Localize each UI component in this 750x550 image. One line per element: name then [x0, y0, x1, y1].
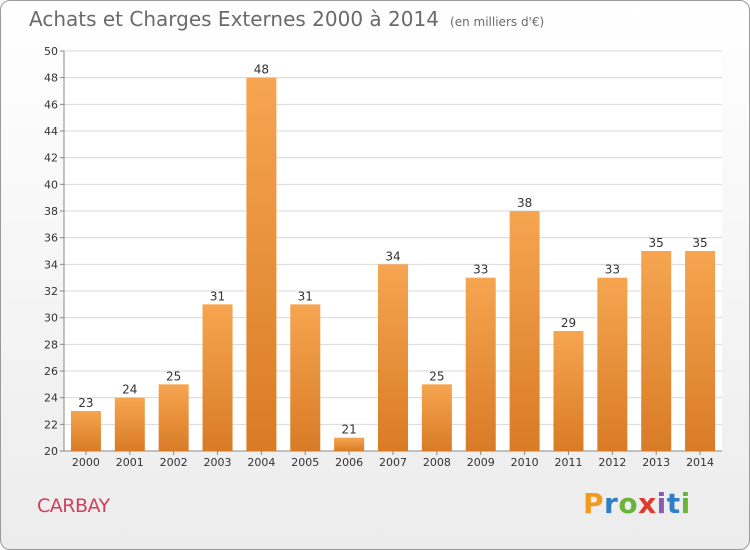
logo-letter: x: [638, 487, 657, 520]
x-tick-label-2014: 2014: [686, 456, 714, 469]
value-label-2014: 35: [692, 236, 707, 250]
y-tick-label: 48: [44, 72, 58, 85]
bar-2005: [290, 304, 321, 451]
y-tick-label: 26: [44, 365, 58, 378]
y-tick-label: 36: [44, 232, 58, 245]
y-tick-label: 20: [44, 445, 58, 458]
y-tick-label: 22: [44, 418, 58, 431]
y-tick-label: 38: [44, 205, 58, 218]
logo-letter: P: [583, 487, 605, 520]
logo-letter: i: [680, 487, 691, 520]
commune-name: CARBAY: [37, 495, 110, 517]
chart-unit: (en milliers d'€): [450, 15, 545, 29]
y-tick-label: 50: [44, 45, 58, 58]
value-label-2012: 33: [605, 263, 620, 277]
y-tick-label: 42: [44, 152, 58, 165]
bar-2003: [202, 304, 233, 451]
bar-2002: [158, 384, 189, 451]
y-tick-label: 44: [44, 125, 58, 138]
y-tick-label: 34: [44, 258, 58, 271]
value-label-2011: 29: [561, 316, 576, 330]
bar-2000: [70, 411, 101, 451]
y-tick-label: 46: [44, 98, 58, 111]
x-tick-label-2004: 2004: [247, 456, 275, 469]
bar-2010: [509, 211, 540, 451]
y-tick-label: 30: [44, 312, 58, 325]
logo-letter: r: [604, 487, 619, 520]
x-tick-label-2010: 2010: [511, 456, 539, 469]
x-tick-label-2011: 2011: [554, 456, 582, 469]
x-tick-label-2012: 2012: [598, 456, 626, 469]
value-label-2009: 33: [473, 263, 488, 277]
value-label-2007: 34: [385, 249, 400, 263]
value-label-2010: 38: [517, 196, 532, 210]
x-tick-label-2001: 2001: [116, 456, 144, 469]
bar-2009: [465, 277, 496, 451]
bar-2001: [114, 397, 145, 451]
logo-letter: o: [618, 487, 639, 520]
y-tick-label: 24: [44, 392, 58, 405]
y-tick-label: 28: [44, 338, 58, 351]
value-label-2001: 24: [122, 383, 137, 397]
bar-2014: [685, 251, 716, 451]
x-tick-label-2003: 2003: [204, 456, 232, 469]
x-tick-label-2000: 2000: [72, 456, 100, 469]
x-tick-label-2013: 2013: [642, 456, 670, 469]
x-tick-label-2009: 2009: [467, 456, 495, 469]
x-tick-label-2005: 2005: [291, 456, 319, 469]
bar-2007: [378, 264, 408, 451]
bar-2006: [334, 437, 365, 451]
value-label-2005: 31: [298, 289, 313, 303]
y-tick-label: 32: [44, 285, 58, 298]
x-tick-label-2002: 2002: [160, 456, 188, 469]
chart-title-text: Achats et Charges Externes 2000 à 2014: [29, 7, 439, 31]
bar-2004: [246, 77, 277, 452]
bar-2013: [641, 251, 672, 451]
logo-letter: i: [656, 487, 667, 520]
value-label-2002: 25: [166, 369, 181, 383]
x-tick-label-2006: 2006: [335, 456, 363, 469]
value-label-2003: 31: [210, 289, 225, 303]
bar-2012: [597, 277, 628, 451]
y-tick-label: 40: [44, 178, 58, 191]
chart-title: Achats et Charges Externes 2000 à 2014 (…: [29, 7, 544, 31]
value-label-2004: 48: [254, 63, 269, 77]
value-label-2006: 21: [341, 423, 356, 437]
proxiti-logo: Proxiti: [583, 487, 691, 520]
value-label-2000: 23: [78, 396, 93, 410]
value-label-2013: 35: [649, 236, 664, 250]
x-tick-label-2007: 2007: [379, 456, 407, 469]
x-tick-label-2008: 2008: [423, 456, 451, 469]
bar-2011: [553, 331, 584, 451]
bar-2008: [421, 384, 452, 451]
logo-letter: t: [666, 487, 681, 520]
value-label-2008: 25: [429, 369, 444, 383]
